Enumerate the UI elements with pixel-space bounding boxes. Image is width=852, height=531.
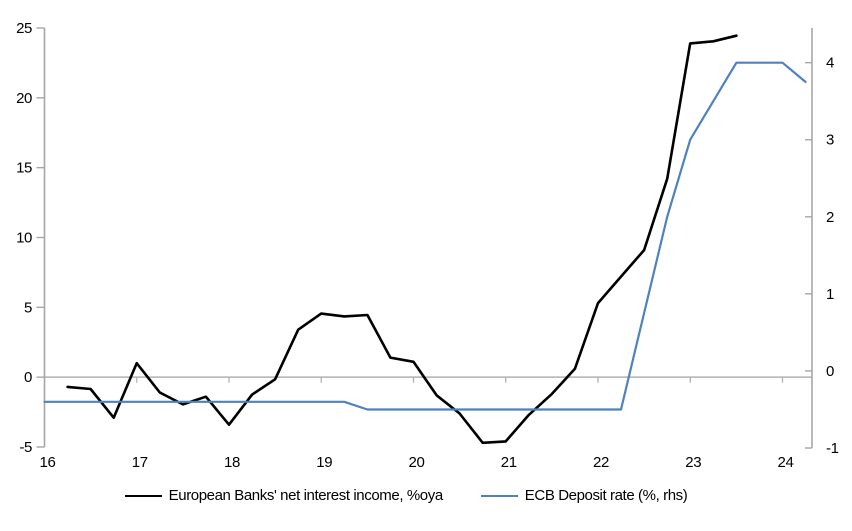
x-axis-tick-label: 20 [409, 454, 425, 471]
left-axis-tick-label: 20 [16, 90, 32, 107]
ecb-deposit-rate-line-swatch [480, 494, 518, 497]
x-axis-tick-label: 22 [593, 454, 609, 471]
left-axis-tick-label: 0 [24, 369, 32, 386]
right-axis-tick-label: 2 [826, 209, 834, 226]
x-axis-tick-label: 23 [685, 454, 701, 471]
series-line-ecb-deposit-rate [43, 61, 807, 411]
right-axis-tick-label: 0 [826, 363, 834, 380]
ecb-deposit-rate-legend-label: ECB Deposit rate (%, rhs) [524, 487, 688, 504]
left-axis-tick-label: 10 [16, 230, 32, 247]
x-axis-tick-label: 19 [316, 454, 332, 471]
legend-item-net-interest-income: European Banks' net interest income, %oy… [124, 487, 444, 504]
x-axis-tick-label: 24 [778, 454, 794, 471]
left-axis-tick-label: 25 [16, 20, 32, 37]
right-axis-tick-label: 1 [826, 286, 834, 303]
left-axis-tick-label: -5 [19, 439, 32, 456]
legend-item-ecb-deposit-rate: ECB Deposit rate (%, rhs) [480, 487, 688, 504]
right-axis-tick-label: -1 [826, 440, 839, 457]
right-axis-tick-label: 4 [826, 55, 834, 72]
x-axis-tick-label: 21 [501, 454, 517, 471]
x-axis-tick-label: 17 [132, 454, 148, 471]
right-axis-tick-label: 3 [826, 132, 834, 149]
net-interest-income-legend-label: European Banks' net interest income, %oy… [168, 487, 444, 504]
left-axis-tick-label: 15 [16, 160, 32, 177]
net-interest-income-line-swatch [124, 494, 162, 497]
x-axis-tick-label: 16 [40, 454, 56, 471]
legend: European Banks' net interest income, %oy… [0, 487, 812, 504]
series-line-net-interest-income [66, 34, 738, 445]
x-axis-tick-label: 18 [224, 454, 240, 471]
left-axis-tick-label: 5 [24, 299, 32, 316]
